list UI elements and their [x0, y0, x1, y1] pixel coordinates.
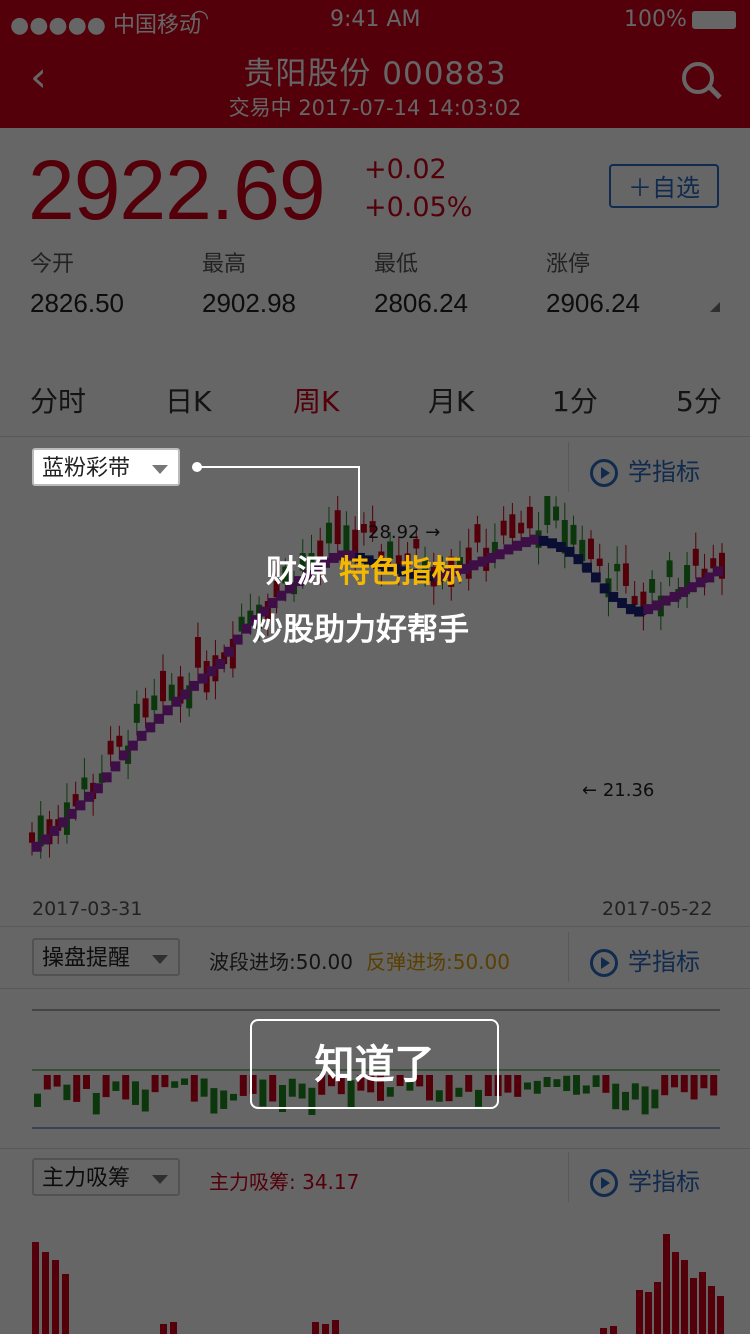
- chevron-down-icon: [152, 465, 168, 474]
- highlighted-indicator-select[interactable]: 蓝粉彩带: [32, 448, 180, 486]
- guide-title: 财源 特色指标: [266, 554, 463, 590]
- callout-line: [358, 466, 360, 530]
- callout-line: [198, 466, 360, 468]
- callout-dot: [192, 462, 202, 472]
- guide-subtitle: 炒股助力好帮手: [252, 612, 469, 648]
- got-it-button[interactable]: 知道了: [250, 1019, 499, 1109]
